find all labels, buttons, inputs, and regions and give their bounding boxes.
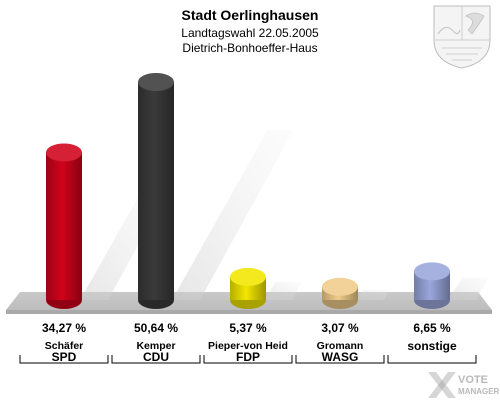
party-label: sonstige: [407, 339, 457, 353]
bar-top: [138, 73, 174, 91]
label-bracket: [295, 355, 385, 364]
watermark-vote: VOTE: [458, 374, 488, 386]
bar-shadow: [264, 281, 302, 300]
label-bracket: [203, 355, 293, 364]
bars: [46, 73, 450, 309]
vote-manager-logo: VOTE MANAGER: [428, 372, 500, 398]
bar-top: [322, 277, 358, 296]
party-label: SPD: [52, 350, 77, 364]
nrw-coat-of-arms-icon: [433, 5, 491, 69]
value-label: 34,27 %: [42, 321, 86, 335]
label-bracket: [387, 355, 477, 364]
watermark-manager: MANAGER: [458, 387, 500, 396]
label-bracket: [111, 355, 201, 364]
bar-top: [46, 143, 82, 162]
chart-title: Stadt Oerlinghausen: [182, 7, 319, 23]
value-label: 6,65 %: [413, 321, 451, 335]
chart-location: Dietrich-Bonhoeffer-Haus: [182, 41, 317, 55]
bar-shadow: [172, 129, 294, 300]
bar-wasg: [322, 277, 358, 309]
party-label: WASG: [322, 350, 359, 364]
label-bracket: [19, 355, 109, 364]
bar-shadow: [356, 289, 390, 300]
bar-body: [46, 152, 82, 300]
candidate-label: Schäfer: [45, 340, 84, 352]
candidate-label: Gromann: [317, 340, 364, 352]
value-label: 50,64 %: [134, 321, 178, 335]
value-label: 3,07 %: [321, 321, 359, 335]
bar-fdp: [230, 267, 266, 309]
party-label: FDP: [236, 350, 260, 364]
bar-body: [138, 82, 174, 300]
vote-manager-x-icon: [428, 372, 456, 398]
candidate-label: Pieper-von Heid: [208, 340, 288, 352]
bar-cdu: [138, 73, 174, 309]
bar-spd: [46, 143, 82, 309]
value-label: 5,37 %: [229, 321, 267, 335]
chart-subtitle: Landtagswahl 22.05.2005: [181, 26, 319, 40]
bar-top: [230, 267, 266, 286]
party-label: CDU: [143, 350, 169, 364]
bar-sonstige: [414, 262, 450, 309]
candidate-label: Kemper: [136, 340, 175, 352]
bar-top: [414, 262, 450, 281]
bar-shadow: [448, 277, 489, 300]
